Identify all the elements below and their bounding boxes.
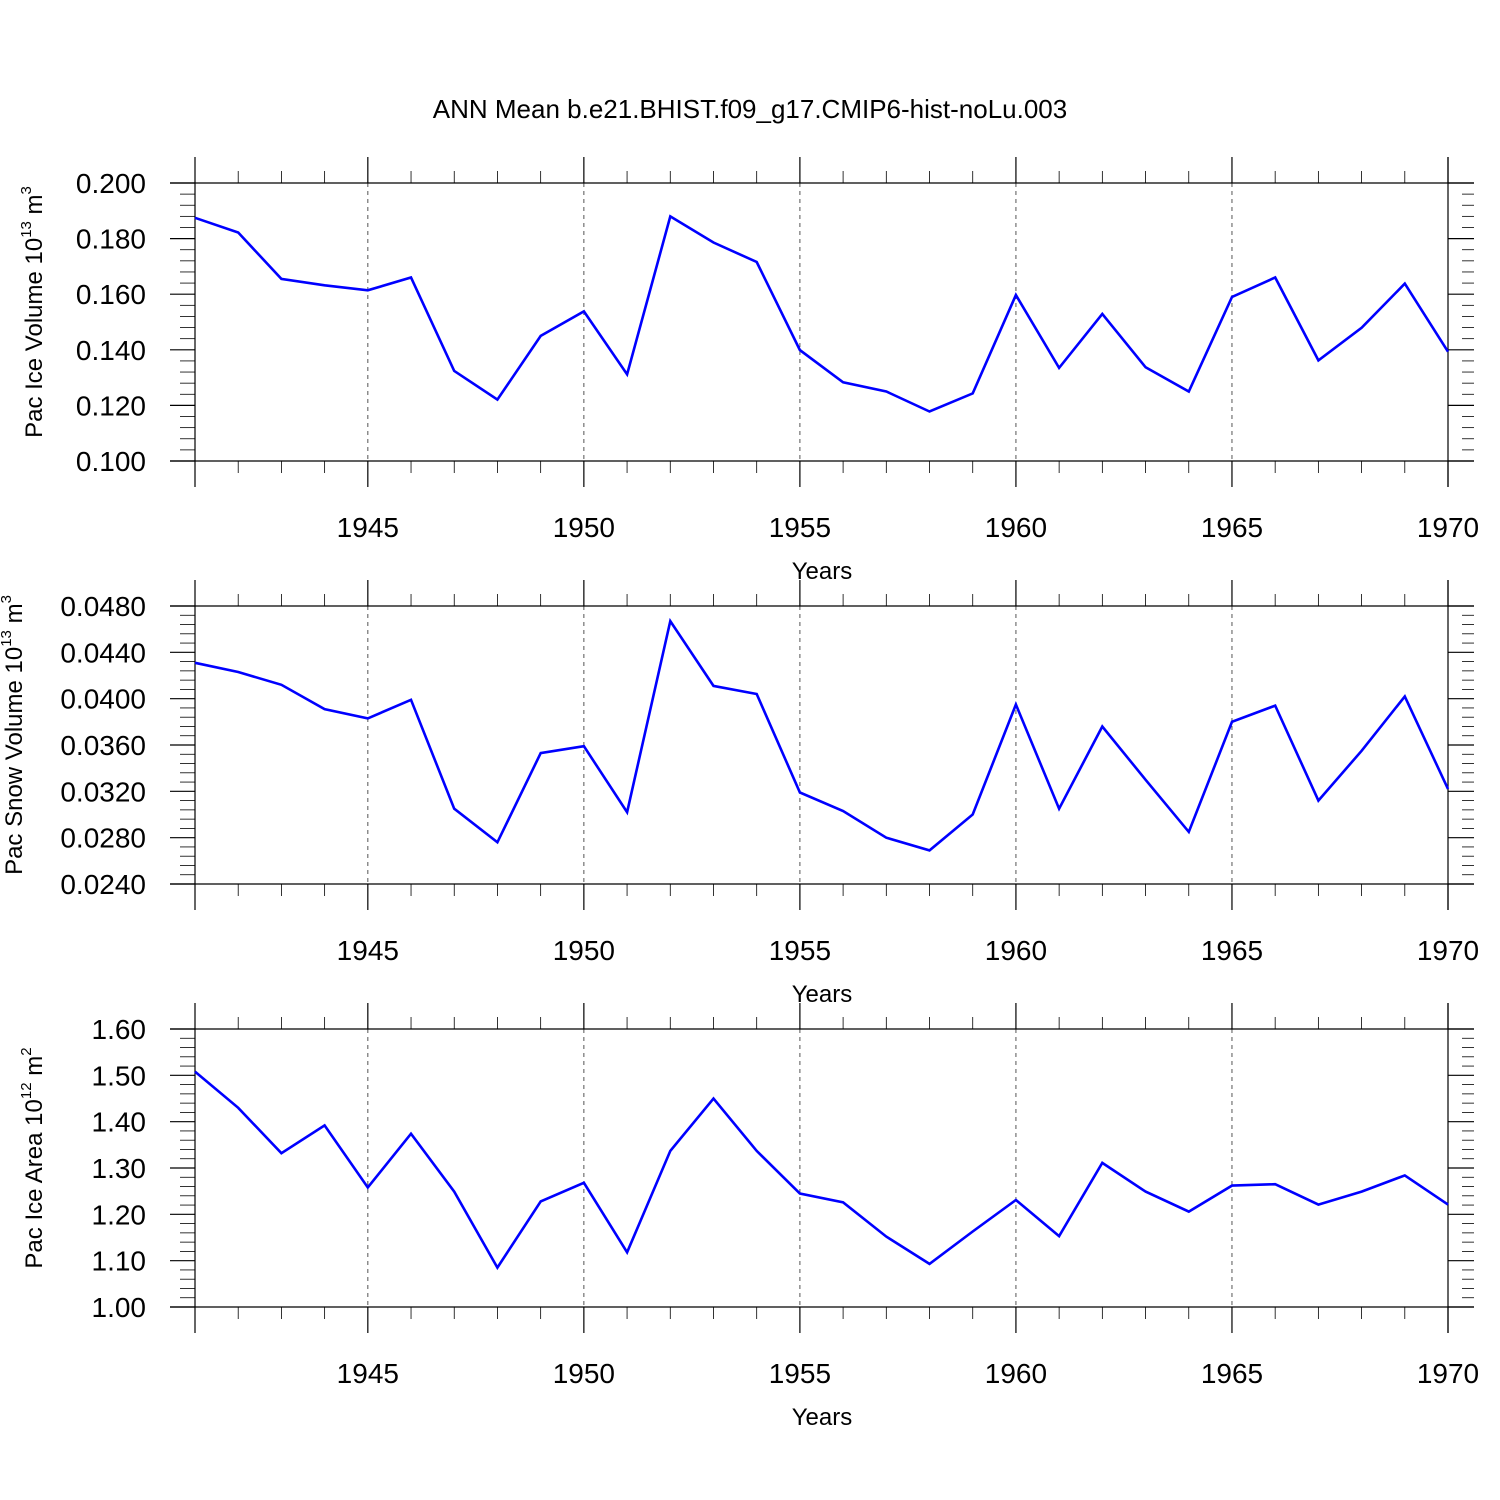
y-axis-title-text: Pac Ice Area 10 — [21, 1099, 48, 1268]
series-line — [194, 214, 1450, 413]
y-axis-title: Pac Ice Area 1012 m2 — [18, 1047, 48, 1268]
xtick-label: 1955 — [769, 935, 831, 966]
xtick-label: 1965 — [1201, 512, 1263, 543]
y-axis-title: Pac Snow Volume 1013 m3 — [0, 595, 28, 875]
x-axis-title: Years — [792, 1404, 853, 1431]
ytick-label: 0.0280 — [60, 823, 146, 854]
xtick-label: 1970 — [1417, 512, 1479, 543]
ytick-label: 0.0320 — [60, 776, 146, 807]
y-axis-title-unit-exponent: 3 — [18, 186, 35, 194]
y-axis-title-exponent: 13 — [0, 630, 15, 647]
xtick-label: 1950 — [553, 935, 615, 966]
ytick-label: 0.120 — [76, 390, 146, 421]
series-line — [194, 1070, 1449, 1271]
xtick-label: 1945 — [337, 1358, 399, 1389]
y-axis-title-text: Pac Ice Volume 10 — [21, 238, 48, 438]
y-axis-title-unit: m — [1, 603, 28, 623]
xtick-label: 1955 — [769, 1358, 831, 1389]
ytick-label: 0.0360 — [60, 730, 146, 761]
xtick-label: 1950 — [553, 1358, 615, 1389]
y-axis-title-unit-exponent: 3 — [0, 595, 15, 603]
ytick-label: 0.200 — [76, 168, 146, 199]
ytick-label: 1.10 — [92, 1246, 147, 1277]
ytick-label: 1.50 — [92, 1060, 147, 1091]
panel-2: 0.0240 0.0280 0.0320 0.0360 0.0400 0.0440 0.04… — [0, 580, 1479, 1008]
y-axis-title-unit-exponent: 2 — [18, 1047, 35, 1055]
ytick-label: 0.160 — [76, 279, 146, 310]
y-axis-title-space — [21, 214, 48, 221]
y-axis-title-unit: m — [21, 194, 48, 214]
xtick-label: 1960 — [985, 1358, 1047, 1389]
xtick-label: 1965 — [1201, 935, 1263, 966]
xtick-label: 1960 — [985, 935, 1047, 966]
ytick-label: 1.00 — [92, 1292, 147, 1323]
chart-title: ANN Mean b.e21.BHIST.f09_g17.CMIP6-hist-… — [433, 94, 1067, 124]
series-line — [194, 617, 1450, 852]
y-axis-title-unit: m — [21, 1056, 48, 1076]
y-axis-title: Pac Ice Volume 1013 m3 — [18, 186, 48, 438]
ytick-label: 0.180 — [76, 224, 146, 255]
ytick-label: 1.30 — [92, 1153, 147, 1184]
ytick-label: 1.60 — [92, 1014, 147, 1045]
xtick-label: 1970 — [1417, 1358, 1479, 1389]
y-axis-title-exponent: 12 — [18, 1082, 35, 1099]
y-axis-title-space — [21, 1076, 48, 1083]
ytick-label: 0.100 — [76, 446, 146, 477]
panel-1: 0.100 0.120 0.140 0.160 0.180 0.200 1945 1950 19… — [18, 157, 1479, 585]
ytick-label: 0.0440 — [60, 637, 146, 668]
xtick-label: 1970 — [1417, 935, 1479, 966]
y-axis-title-space — [1, 623, 28, 630]
xtick-label: 1965 — [1201, 1358, 1263, 1389]
xtick-label: 1960 — [985, 512, 1047, 543]
xtick-label: 1945 — [337, 935, 399, 966]
x-axis-title: Years — [792, 558, 853, 585]
xtick-label: 1955 — [769, 512, 831, 543]
xtick-label: 1950 — [553, 512, 615, 543]
panel-3: 1.00 1.10 1.20 1.30 1.40 1.50 1.60 1945 1950 1955… — [18, 1003, 1479, 1431]
ytick-label: 0.0240 — [60, 869, 146, 900]
x-axis-title: Years — [792, 981, 853, 1008]
xtick-label: 1945 — [337, 512, 399, 543]
ytick-label: 1.40 — [92, 1107, 147, 1138]
y-axis-title-exponent: 13 — [18, 221, 35, 238]
ytick-label: 0.140 — [76, 335, 146, 366]
y-axis-title-text: Pac Snow Volume 10 — [1, 647, 28, 875]
ytick-label: 0.0400 — [60, 684, 146, 715]
ytick-label: 1.20 — [92, 1199, 147, 1230]
ytick-label: 0.0480 — [60, 591, 146, 622]
